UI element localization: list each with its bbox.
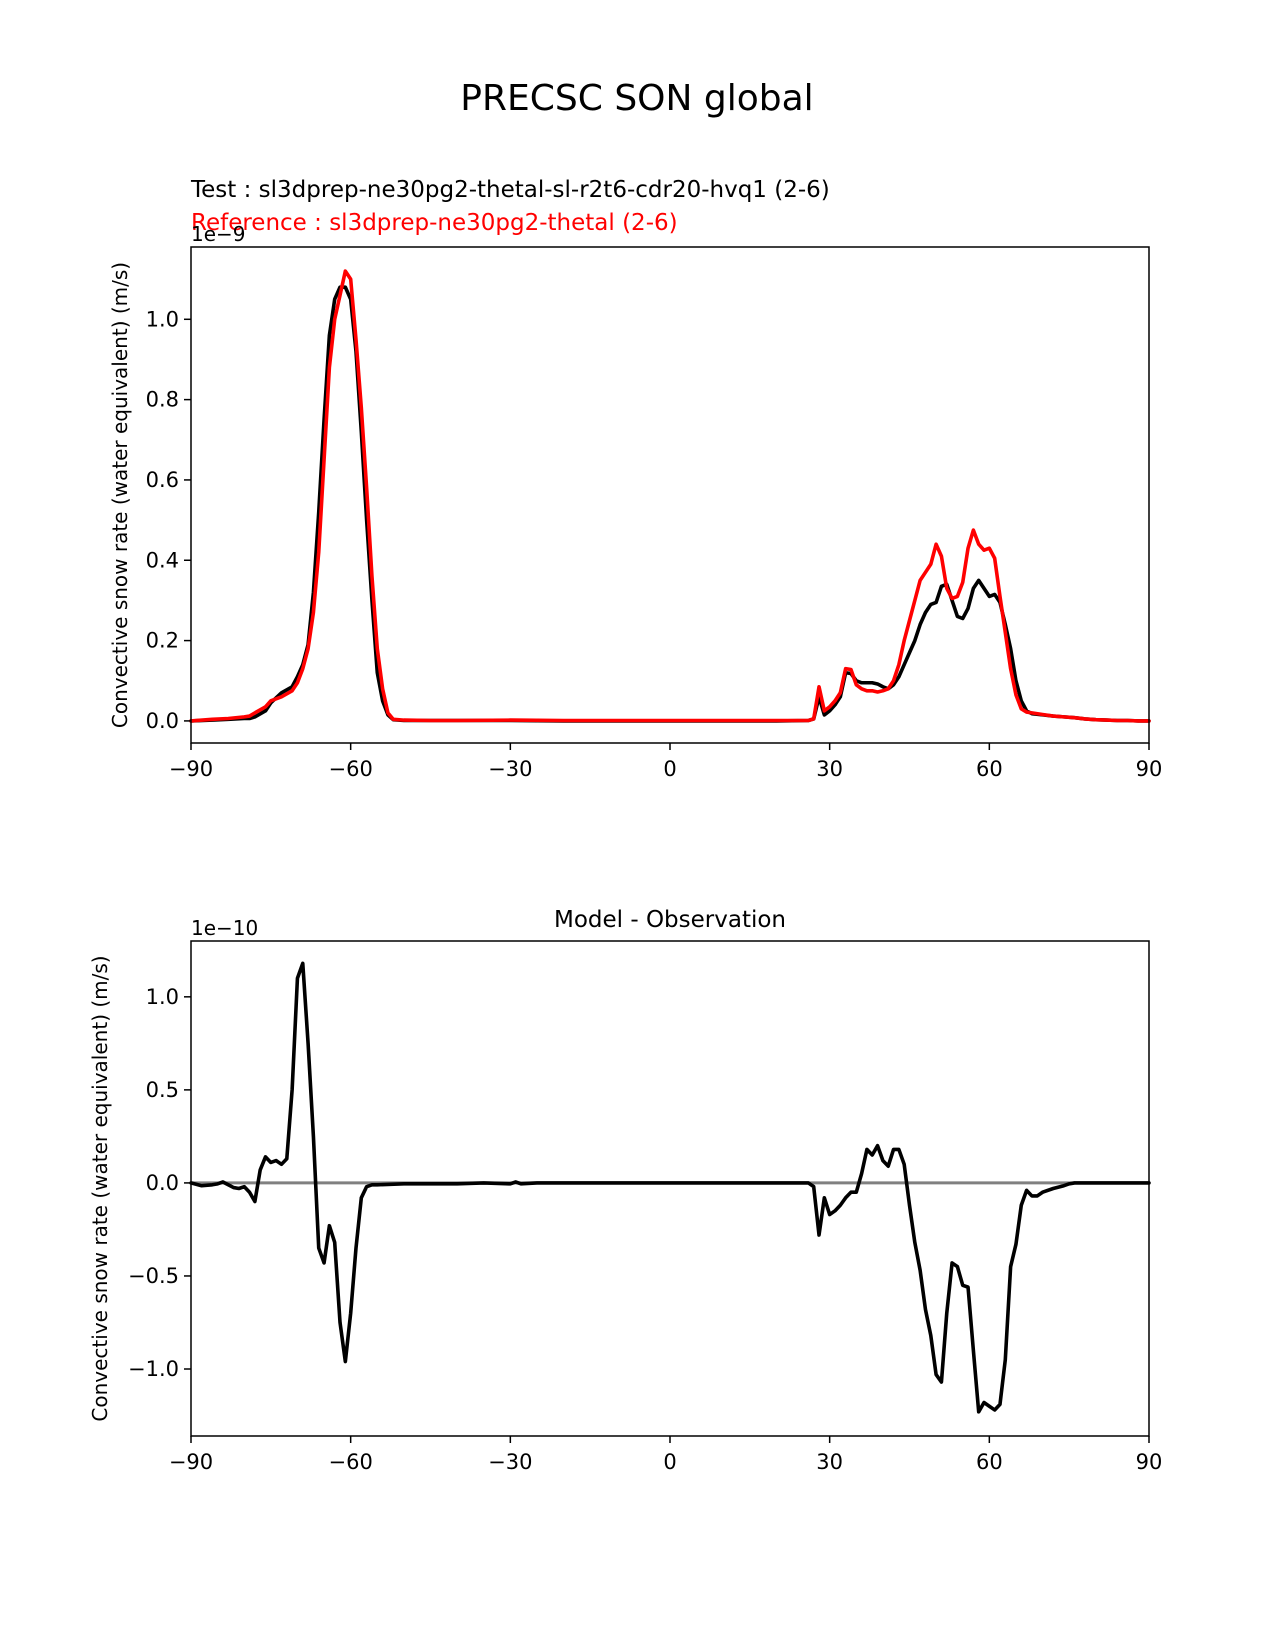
y-tick-label: 0.2	[146, 629, 179, 653]
series-line-reference	[189, 269, 1151, 723]
series-line-test	[189, 961, 1151, 1414]
x-tick-label: 30	[816, 1450, 843, 1474]
offset-text: 1e−10	[191, 916, 258, 940]
y-tick-label: 0.4	[146, 548, 179, 572]
top-plot-panel: −90 −60 −30 0 30 60 90 0.0 0.2 0.4 0.6 0.8 1.0 1e−9 Co…	[108, 222, 1162, 781]
x-tick-label: 60	[976, 1450, 1003, 1474]
x-tick-label: 30	[816, 757, 843, 781]
y-tick-label: 0.6	[146, 468, 179, 492]
axes-title: Model - Observation	[554, 907, 786, 933]
x-tick-label: −90	[169, 1450, 213, 1474]
y-tick-label: 0.8	[146, 388, 179, 412]
y-tick-label: 0.0	[146, 1171, 179, 1195]
series-line-test	[189, 285, 1151, 723]
reference-label: Reference : sl3dprep-ne30pg2-thetal (2-6…	[191, 210, 678, 236]
x-tick-label: −30	[488, 1450, 532, 1474]
x-tick-label: 0	[663, 1450, 676, 1474]
x-tick-label: 90	[1136, 757, 1163, 781]
x-tick-label: −90	[169, 757, 213, 781]
x-tick-label: −60	[329, 1450, 373, 1474]
y-tick-label: 1.0	[146, 307, 179, 331]
test-label: Test : sl3dprep-ne30pg2-thetal-sl-r2t6-c…	[190, 177, 830, 203]
offset-text: 1e−9	[191, 222, 246, 246]
x-tick-label: 60	[976, 757, 1003, 781]
x-tick-label: 0	[663, 757, 676, 781]
figure-suptitle: PRECSC SON global	[460, 78, 813, 119]
y-tick-label: 1.0	[146, 985, 179, 1009]
y-axis-label: Convective snow rate (water equivalent) …	[88, 955, 112, 1421]
y-tick-label: 0.0	[146, 709, 179, 733]
y-tick-label: −1.0	[128, 1357, 179, 1381]
y-tick-label: −0.5	[128, 1264, 179, 1288]
y-axis-label: Convective snow rate (water equivalent) …	[108, 262, 132, 728]
x-tick-label: −60	[329, 757, 373, 781]
x-tick-label: −30	[488, 757, 532, 781]
difference-plot-panel: −90 −60 −30 0 30 60 90 −1.0 −0.5 0.0 0.5 1.0 1e−10 Co…	[88, 907, 1162, 1474]
y-tick-label: 0.5	[146, 1078, 179, 1102]
x-tick-label: 90	[1136, 1450, 1163, 1474]
